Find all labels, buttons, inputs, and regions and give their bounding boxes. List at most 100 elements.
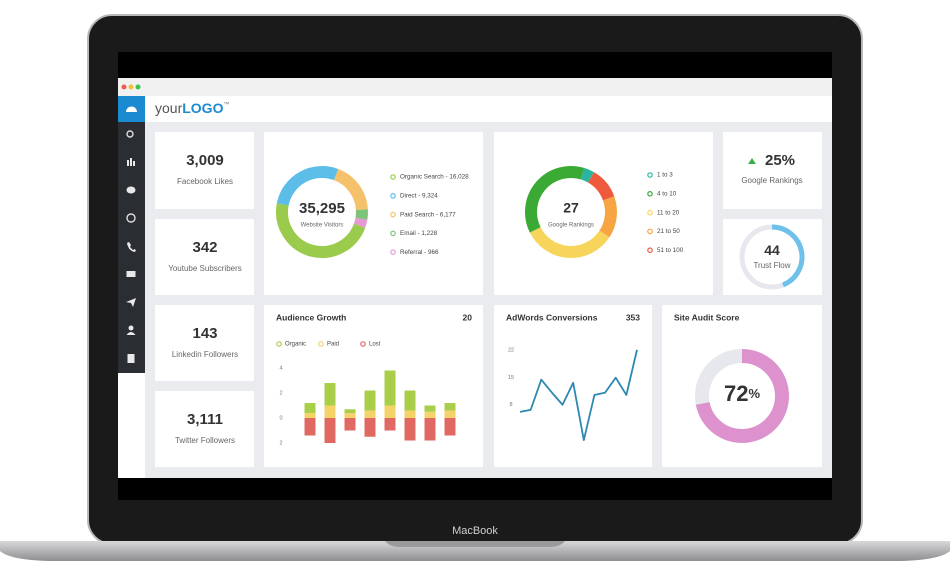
browser-bar — [118, 78, 832, 96]
legend-swatch — [647, 228, 653, 235]
legend-label: Email - 1,228 — [400, 230, 438, 237]
bar-segment — [344, 409, 356, 413]
card-title: Site Audit Score — [674, 312, 740, 322]
donut-segment — [587, 172, 615, 201]
window-dot[interactable] — [121, 84, 127, 90]
donut-segment — [276, 166, 339, 206]
donut-segment — [529, 226, 610, 258]
bar-segment — [364, 418, 376, 437]
donut-center-label: Website Visitors — [301, 223, 344, 229]
y-tick-label: 2 — [279, 390, 282, 396]
legend-label: Paid Search - 6,177 — [400, 211, 456, 218]
donut-segment — [355, 209, 368, 220]
card — [264, 305, 483, 467]
donut-segment — [599, 196, 617, 238]
stat-label: Youtube Subscribers — [168, 264, 242, 273]
logo-prefix: your — [155, 100, 183, 116]
donut-segment — [353, 217, 368, 228]
legend-swatch — [318, 341, 324, 347]
legend-swatch — [390, 249, 396, 256]
donut-center-label: Google Rankings — [548, 223, 594, 229]
bar-segment — [304, 413, 316, 418]
card — [723, 132, 822, 209]
y-tick-label: 22 — [508, 347, 514, 353]
bar-segment — [384, 370, 396, 406]
card-title: AdWords Conversions — [506, 312, 598, 322]
laptop-base — [0, 541, 950, 561]
trend-up-icon — [748, 158, 756, 164]
bar-segment — [444, 418, 456, 436]
bar-segment — [404, 410, 416, 418]
icon-chart[interactable] — [130, 158, 132, 166]
icon-chat[interactable] — [126, 186, 136, 194]
bar-segment — [444, 403, 456, 411]
sidebar — [118, 96, 145, 373]
legend-label: Direct - 9,324 — [400, 192, 438, 199]
y-tick-label: 4 — [279, 365, 282, 371]
bar-segment — [424, 411, 436, 418]
bar-segment — [324, 405, 336, 418]
legend-label: Lost — [369, 342, 381, 348]
legend-swatch — [390, 211, 396, 218]
legend-swatch — [647, 172, 653, 178]
icon-dashboard[interactable] — [126, 106, 137, 113]
y-tick-label: 8 — [509, 402, 512, 408]
kpi-label: Google Rankings — [741, 176, 802, 185]
bar-segment — [424, 405, 436, 412]
stat-value: 3,111 — [187, 411, 223, 428]
kpi-value: 25% — [765, 152, 795, 169]
bar-segment — [424, 418, 436, 441]
sidebar-icons — [126, 106, 137, 363]
card-total: 20 — [463, 312, 473, 322]
stat-label: Twitter Followers — [175, 436, 235, 445]
donut-segment — [525, 166, 585, 233]
bar-segment — [344, 418, 356, 431]
donut-center-value: 35,295 — [299, 200, 345, 217]
window-dot[interactable] — [135, 84, 141, 90]
bar-segment — [324, 418, 336, 443]
legend-swatch — [647, 209, 653, 216]
gauge-unit: % — [748, 386, 760, 401]
bar-segment — [384, 418, 396, 431]
donut-segment — [580, 167, 594, 183]
icon-search[interactable] — [126, 130, 134, 138]
stat-label: Facebook Likes — [177, 177, 233, 186]
stat-value: 3,009 — [186, 152, 224, 169]
icon-user[interactable] — [128, 325, 134, 331]
stat-label: Linkedin Followers — [172, 350, 238, 359]
gauge-arc — [695, 349, 789, 443]
y-tick-label: 0 — [279, 415, 282, 421]
bar-segment — [364, 410, 376, 418]
icon-at[interactable] — [126, 213, 136, 223]
icon-mail[interactable] — [126, 271, 136, 277]
icon-phone[interactable] — [127, 242, 136, 252]
bar-segment — [404, 390, 416, 411]
stat-value: 143 — [192, 325, 217, 342]
logo[interactable]: yourLOGO™ — [155, 100, 229, 116]
legend-swatch — [276, 341, 282, 347]
bar-segment — [404, 418, 416, 441]
line — [519, 349, 638, 441]
icon-clipboard[interactable] — [127, 354, 135, 363]
card — [264, 132, 483, 295]
icon-chart[interactable] — [127, 160, 129, 166]
card — [155, 391, 254, 467]
legend-label: Paid — [327, 342, 339, 348]
window-dot[interactable] — [128, 84, 134, 90]
legend-label: 4 to 10 — [657, 190, 677, 197]
legend-label: 51 to 100 — [657, 247, 684, 254]
legend-label: Organic Search - 16,028 — [400, 174, 469, 181]
donut-center-value: 27 — [563, 200, 579, 216]
card — [155, 132, 254, 209]
gauge-value-number: 72 — [724, 381, 748, 406]
icon-user[interactable] — [126, 332, 136, 335]
legend-label: Referral - 966 — [400, 249, 439, 256]
bar-segment — [304, 418, 316, 436]
device-label: MacBook — [452, 525, 498, 537]
icon-chart[interactable] — [133, 161, 135, 166]
logo-main: LOGO — [182, 100, 223, 116]
icon-send[interactable] — [126, 298, 136, 307]
bar-segment — [364, 390, 376, 411]
